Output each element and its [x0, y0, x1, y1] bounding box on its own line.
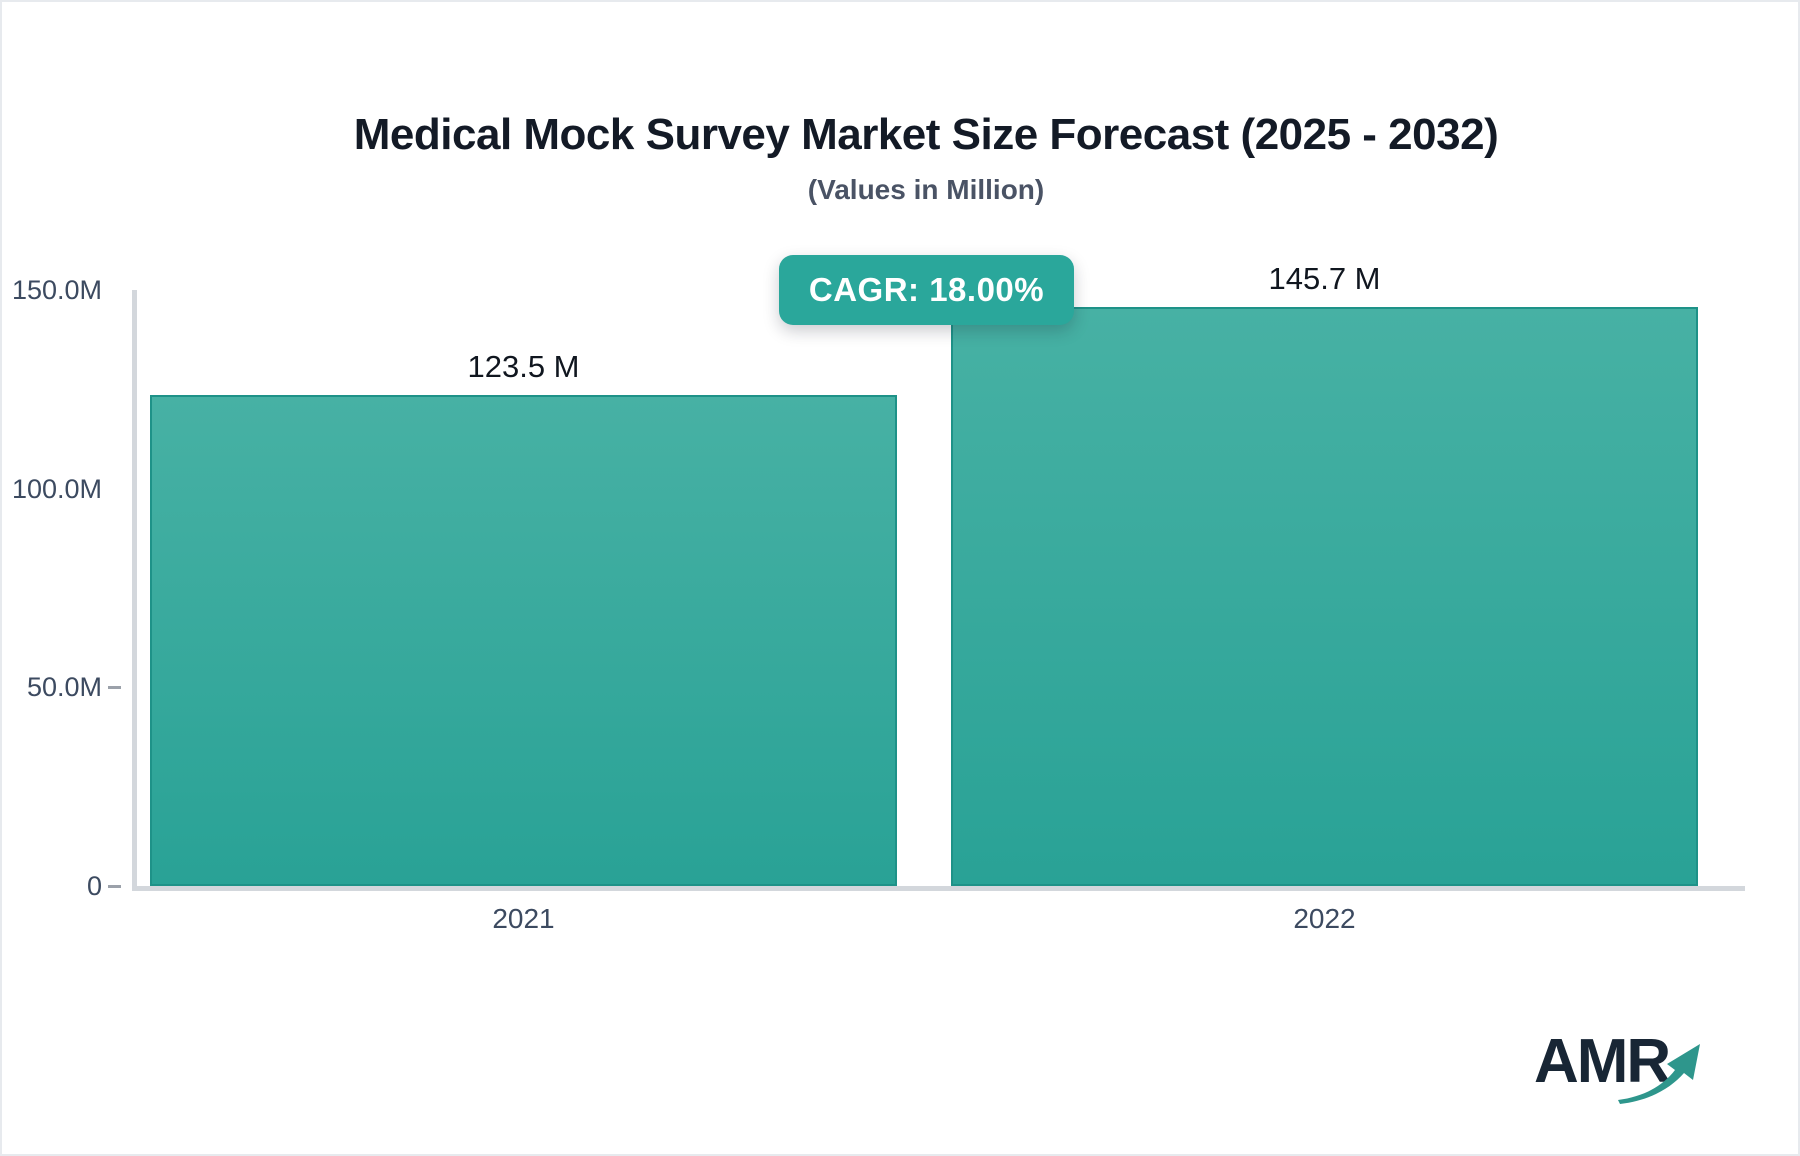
x-axis-label: 2021 — [492, 903, 555, 934]
growth-arrow-icon — [1618, 1044, 1700, 1104]
y-tick-dash — [108, 885, 121, 888]
y-tick-label: 50.0M — [26, 672, 102, 703]
chart-subtitle: (Values in Million) — [807, 174, 1045, 205]
y-tick-dash — [108, 686, 121, 690]
x-axis-label: 2022 — [1293, 903, 1356, 934]
cagr-badge: CAGR: 18.00% — [779, 255, 1074, 325]
logo-text: AMR — [1534, 1027, 1671, 1096]
chart-title: Medical Mock Survey Market Size Forecast… — [353, 110, 1499, 159]
y-axis-line — [132, 290, 137, 891]
bar-value-label: 123.5 M — [467, 349, 580, 385]
y-tick-label: 150.0M — [11, 275, 102, 305]
bar-2021[interactable] — [150, 395, 897, 886]
y-tick-label: 0 — [86, 871, 102, 901]
bar-2022[interactable] — [951, 307, 1698, 886]
x-axis-line — [132, 886, 1745, 891]
y-tick-label: 100.0M — [11, 473, 102, 504]
amr-logo: AMR — [1534, 1030, 1724, 1110]
bar-value-label: 145.7 M — [1268, 261, 1381, 297]
